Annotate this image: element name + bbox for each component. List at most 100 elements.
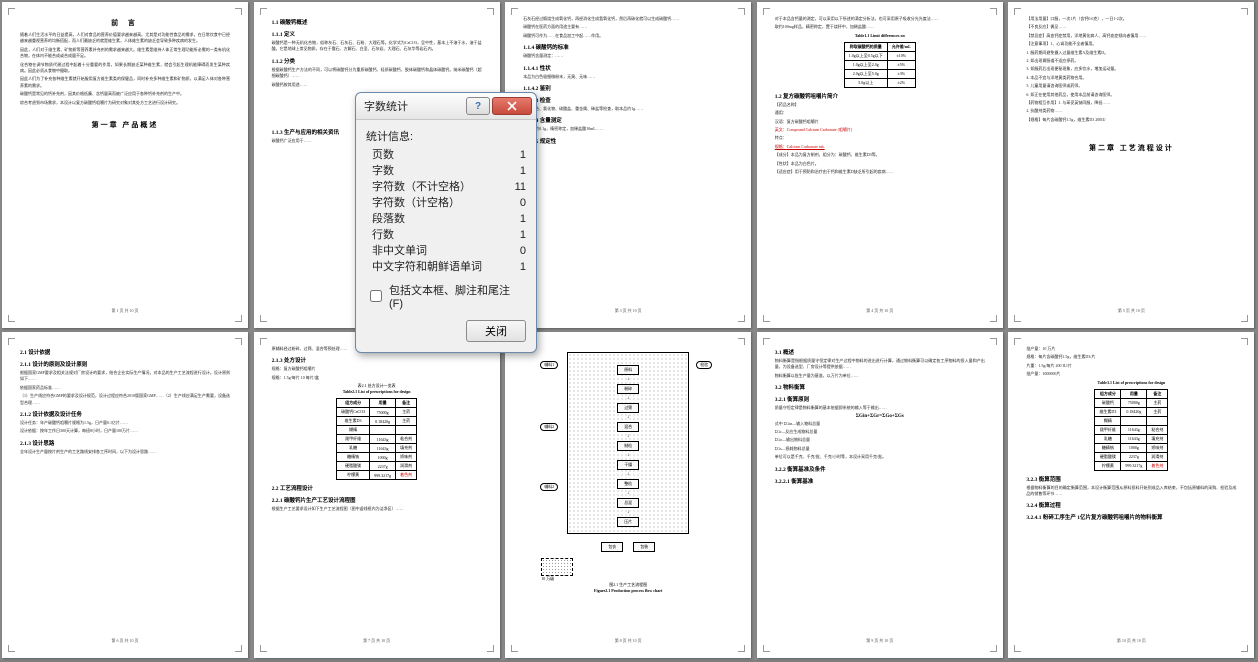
heading: 1.1.1 定义 bbox=[272, 30, 482, 38]
dialog-body: 统计信息: 页数1 字数1 字符数（不计空格）11 字符数（计空格）0 段落数1… bbox=[356, 120, 536, 320]
page1-para: 综合考虑到市场需求，本设计以复方碳酸钙咀嚼片为研究对象对其处方工艺进行设计研究。 bbox=[20, 100, 230, 106]
include-footnotes-checkbox[interactable] bbox=[370, 290, 382, 302]
list-item: 1. 服药期间避免摄入过量维生素A及维生素D。 bbox=[1026, 50, 1236, 56]
flow-node: 压片 bbox=[617, 517, 639, 527]
heading: 1.1.4 碳酸钙的标准 bbox=[523, 43, 733, 51]
heading: 1.1.4.4 含量测定 bbox=[523, 116, 733, 124]
flow-node: 包装 bbox=[633, 542, 655, 552]
page-3: 石灰石经过煅烧生成氧化钙，再经消化生成氢氧化钙，然后再碳化就可以生成碳酸钙…… … bbox=[505, 2, 751, 328]
para: 根据碳酸钙生产方法的不同，可以将碳酸钙分为重质碳酸钙、轻质碳酸钙、胶体碳酸钙和晶… bbox=[272, 67, 482, 80]
help-button[interactable]: ? bbox=[466, 97, 490, 115]
page-footer: 第 9 页 共 10 页 bbox=[757, 638, 1003, 644]
page-7: 原辅料经过粉碎、过筛、混合等预处理…… 2.1.3 处方设计 规格：复方碳酸钙咀… bbox=[254, 332, 500, 658]
page-footer: 第 1 页 共 10 页 bbox=[2, 308, 248, 314]
para: 【性状】本品为白色片。 bbox=[775, 161, 985, 167]
para: 本品为白色极细微粉末，无臭、无味…… bbox=[523, 74, 733, 80]
page1-para: 碳酸钙是常见的钙补充剂，因其价格低廉、含钙量高而被广泛应用于各种钙补充剂的生产中… bbox=[20, 91, 230, 97]
para: 取本品约0.1g，精密称定，加稀盐酸10mL…… bbox=[523, 126, 733, 132]
para: 碳酸钙含量测定：…… bbox=[523, 53, 733, 59]
page-footer: 第 10 页 共 10 页 bbox=[1008, 638, 1254, 644]
heading: 3.2 物料衡算 bbox=[775, 383, 985, 391]
flow-node: 干燥 bbox=[617, 460, 639, 470]
para: 【适应症】用于预防和治疗由于钙和维生素D缺乏所引起的疾病…… bbox=[775, 169, 985, 175]
page-9: 3.1 概述 物料衡算是指根据质量守恒定律对生产过程中物料的进出进行计算，通过物… bbox=[757, 332, 1003, 658]
close-icon[interactable] bbox=[492, 97, 532, 115]
para: 质量守恒定律是物料衡算的基本依据即系统的输入等于输出…… bbox=[775, 405, 985, 411]
equation: ΣGin+ΣGr=ΣGo+ΣGs bbox=[775, 414, 985, 419]
heading: 2.1.3 处方设计 bbox=[272, 356, 482, 364]
heading: 1.1.4.2 鉴别 bbox=[523, 84, 733, 92]
flow-node: 制粒 bbox=[617, 441, 639, 451]
para: 【不良反应】偶见…… bbox=[1026, 24, 1236, 30]
heading: 2.1.3 设计思路 bbox=[20, 439, 230, 447]
para: 碳酸钙在医药方面的用途主要有…… bbox=[523, 24, 733, 30]
para: 根据国家GMP要求及相关法规对厂房设计的要求，结合企业实际生产情况，对本品的生产… bbox=[20, 370, 230, 383]
page-footer: 第 6 页 共 10 页 bbox=[2, 638, 248, 644]
para: 【成分】本品为复方制剂，组分为：碳酸钙、维生素D3等。 bbox=[775, 152, 985, 158]
para: 【药品名称】 bbox=[775, 102, 985, 108]
para: 设计任务：年产碳酸钙咀嚼片规格为1.5g，日产量0.1亿片…… bbox=[20, 420, 230, 426]
page1-chapter: 第一章 产品概述 bbox=[20, 120, 230, 130]
legend-box bbox=[541, 558, 573, 576]
close-button[interactable]: 关闭 bbox=[466, 320, 526, 342]
dialog-titlebar[interactable]: 字数统计 ? bbox=[356, 93, 536, 120]
stat-row: 字数1 bbox=[366, 164, 526, 180]
prescription-table: 组方成分用量备注 碳酸钙CaCO375000g主药 维生素D30.18420g主… bbox=[336, 398, 417, 480]
para: 物料衡算以批生产量为基准，以万片为单位…… bbox=[775, 373, 985, 379]
para: 批产量：1000000片 bbox=[1026, 371, 1236, 377]
para: 批产量：10 万片 bbox=[1026, 346, 1236, 352]
stat-row: 中文字符和朝鲜语单词1 bbox=[366, 260, 526, 276]
para: （1）生产线应符合GMP的要求及设计规范，设计过程应符合2010版国家GMP……… bbox=[20, 393, 230, 406]
heading: 3.2.3 衡算范围 bbox=[1026, 475, 1236, 483]
heading: 1.1.2 分类 bbox=[272, 57, 482, 65]
list-item: 6. 如正在使用其他药品，使用本品前请咨询医师。 bbox=[1026, 92, 1236, 98]
flow-node: 混合 bbox=[617, 422, 639, 432]
side-label: 辅料1 bbox=[540, 361, 558, 369]
heading: 1.1.4.5 规定性 bbox=[523, 137, 733, 145]
stat-row: 字符数（计空格）0 bbox=[366, 196, 526, 212]
para: 碳酸钙是一种无机化合物，俗称灰石、石灰石、石粉、大理石等。化学式为CaCO3，呈… bbox=[272, 40, 482, 53]
para: 规格：Calcium Carbonate tab. bbox=[775, 144, 985, 150]
para: 汉语：复方碳酸钙咀嚼片 bbox=[775, 119, 985, 125]
page-footer: 第 8 页 共 10 页 bbox=[505, 638, 751, 644]
checkbox-label: 包括文本框、脚注和尾注 (F) bbox=[389, 282, 526, 310]
heading: 1.2 复方碳酸钙咀嚼片简介 bbox=[775, 92, 985, 100]
para: 取约100mg样品，精密称定，置于烧杯中，加稀盐酸…… bbox=[775, 24, 985, 30]
flowchart-diagram: 辅料1 检验 辅料2 辅料2 原料↓ 粉碎↓ 过筛↓ 混合↓ 制粒↓ 干燥↓ 整… bbox=[567, 352, 689, 534]
include-footnotes-checkbox-row: 包括文本框、脚注和尾注 (F) bbox=[366, 282, 526, 310]
flow-node: 过筛 bbox=[617, 403, 639, 413]
heading: 3.2.2 衡算基准及条件 bbox=[775, 465, 985, 473]
para: 石灰石经过煅烧生成氧化钙，再经消化生成氢氧化钙，然后再碳化就可以生成碳酸钙…… bbox=[523, 16, 733, 22]
heading: 2.1.2 设计依据及设计任务 bbox=[20, 410, 230, 418]
table-caption: Table3.1 List of prescriptions for desig… bbox=[1026, 380, 1236, 385]
page1-para: 随着人们生活水平的日益提高，人们对食品的营养价值要求越来越高。尤其是对功能性食品… bbox=[20, 32, 230, 45]
heading: 3.2.4 衡算过程 bbox=[1026, 501, 1236, 509]
heading: 1.1.4.3 检查 bbox=[523, 96, 733, 104]
heading: 3.1 概述 bbox=[775, 348, 985, 356]
para: 根据生产工艺要求设计如下生产工艺流程图（图中虚线框内为洁净区）…… bbox=[272, 506, 482, 512]
para: 设计依据：按年工作日300天计算，每班8小时，日产量100万片…… bbox=[20, 428, 230, 434]
para: 【药物相互作用】1. 与苯妥英钠同服，降低…… bbox=[1026, 100, 1236, 106]
stat-row: 页数1 bbox=[366, 148, 526, 164]
prescription-table: 组方成分用量备注 碳酸钙75000g主药 维生素D30.18420g主药 糊精 … bbox=[1094, 389, 1168, 471]
heading: 2.2 工艺流程设计 bbox=[272, 484, 482, 492]
eq-desc: 式中 ΣGin—输入物料总量 bbox=[775, 421, 985, 427]
para: 通用： bbox=[775, 110, 985, 116]
para: 片重：1.5g/每片 200 IU/片 bbox=[1026, 363, 1236, 369]
heading: 2.1 设计依据 bbox=[20, 348, 230, 356]
side-label: 辅料2 bbox=[540, 423, 558, 431]
flow-node: 总混 bbox=[617, 498, 639, 508]
page-footer: 第 4 页 共 10 页 bbox=[757, 308, 1003, 314]
para: 对于本品含钙量的测定，可以采用以下所述的滴定分析法，也可采用原子吸收分光光度法…… bbox=[775, 16, 985, 22]
page-8: 辅料1 检验 辅料2 辅料2 原料↓ 粉碎↓ 过筛↓ 混合↓ 制粒↓ 干燥↓ 整… bbox=[505, 332, 751, 658]
stat-row: 段落数1 bbox=[366, 212, 526, 228]
table-caption: Table1.1 Limit differences on bbox=[775, 33, 985, 38]
document-pages-grid: 前 言 随着人们生活水平的日益提高，人们对食品的营养价值要求越来越高。尤其是对功… bbox=[0, 0, 1258, 660]
page-5: 【用法用量】口服，一次1片（含钙0.6克），一日1-2次。 【不良反应】偶见……… bbox=[1008, 2, 1254, 328]
para: 物料衡算是指根据质量守恒定律对生产过程中物料的进出进行计算，通过物料衡算可以确定… bbox=[775, 358, 985, 371]
para: 规格：每片含碳酸钙1.5g，维生素D3/片 bbox=[1026, 354, 1236, 360]
page-4: 对于本品含钙量的测定，可以采用以下所述的滴定分析法，也可采用原子吸收分光光度法…… bbox=[757, 2, 1003, 328]
heading: 3.2.1 衡算原则 bbox=[775, 395, 985, 403]
heading: 1.1 碳酸钙概述 bbox=[272, 18, 482, 26]
page1-para: 化合物在调节物质代谢过程中起着十分重要的作用，如果长期缺乏某种维生素，就会引起生… bbox=[20, 62, 230, 75]
